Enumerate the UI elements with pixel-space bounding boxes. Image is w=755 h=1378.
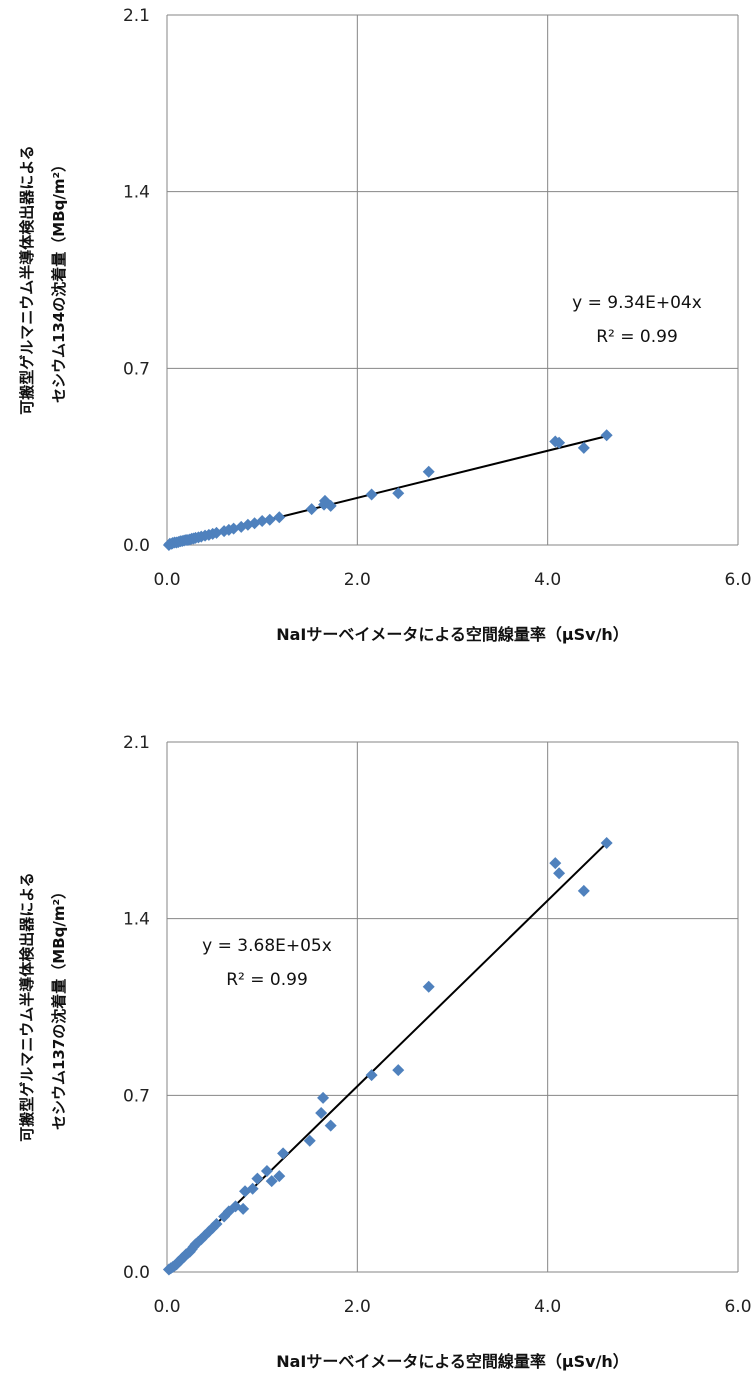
- data-point: [553, 867, 566, 880]
- trendline: [166, 842, 608, 1273]
- data-point: [324, 499, 337, 512]
- x-tick-label: 4.0: [534, 570, 561, 590]
- y-axis-label-line-1: 可搬型ゲルマニウム半導体検出器による: [18, 872, 36, 1142]
- data-point: [246, 1182, 259, 1195]
- data-point: [577, 441, 590, 454]
- data-point: [392, 1064, 405, 1077]
- y-tick-label: 0.7: [123, 359, 150, 379]
- data-point: [265, 1175, 278, 1188]
- data-point: [248, 517, 261, 530]
- data-point: [600, 429, 613, 442]
- data-point: [392, 487, 405, 500]
- x-tick-label: 2.0: [344, 570, 371, 590]
- data-point: [577, 884, 590, 897]
- data-point: [251, 1172, 264, 1185]
- data-point: [273, 1170, 286, 1183]
- trendline-r2: R² = 0.99: [596, 327, 678, 347]
- trendline-equation: y = 9.34E+04x: [572, 293, 702, 313]
- data-point: [260, 1165, 273, 1178]
- y-axis-label-line-2: セシウム137の沈着量（MBq/m²）: [50, 884, 68, 1130]
- x-axis-label: NaIサーベイメータによる空間線量率（μSv/h）: [276, 625, 629, 644]
- data-point: [600, 836, 613, 849]
- y-axis-label-line-2: セシウム134の沈着量（MBq/m²）: [50, 157, 68, 403]
- y-tick-label: 2.1: [123, 733, 150, 753]
- x-tick-label: 0.0: [153, 570, 180, 590]
- data-point: [549, 857, 562, 870]
- chart-1: 0.0 2.0 4.0 6.0 0.0 0.7 1.4 2.1 y = 9.34E+04x R² …: [18, 6, 752, 644]
- data-point: [237, 1202, 250, 1215]
- data-point: [422, 465, 435, 478]
- data-point: [273, 511, 286, 524]
- y-tick-label: 1.4: [123, 910, 150, 930]
- data-point: [263, 513, 276, 526]
- x-tick-label: 2.0: [344, 1297, 371, 1317]
- data-point: [277, 1147, 290, 1160]
- y-tick-label: 2.1: [123, 6, 150, 26]
- data-point: [324, 1119, 337, 1132]
- data-point: [315, 1107, 328, 1119]
- data-point: [365, 1069, 378, 1082]
- data-point: [305, 503, 318, 516]
- data-point: [317, 1091, 330, 1104]
- data-point: [210, 1218, 223, 1231]
- y-tick-label: 0.0: [123, 536, 150, 556]
- data-point: [303, 1134, 316, 1147]
- trendline-r2: R² = 0.99: [226, 970, 308, 990]
- data-point: [256, 515, 269, 528]
- trendline-equation: y = 3.68E+05x: [202, 936, 332, 956]
- x-tick-label: 4.0: [534, 1297, 561, 1317]
- x-tick-label: 6.0: [724, 570, 751, 590]
- y-axis-label-line-1: 可搬型ゲルマニウム半導体検出器による: [18, 145, 36, 415]
- chart-2: 0.0 2.0 4.0 6.0 0.0 0.7 1.4 2.1 y = 3.68E+05x R² …: [18, 733, 752, 1371]
- data-point: [553, 436, 566, 449]
- x-tick-label: 0.0: [153, 1297, 180, 1317]
- y-tick-label: 0.7: [123, 1086, 150, 1106]
- x-tick-label: 6.0: [724, 1297, 751, 1317]
- data-point: [422, 980, 435, 993]
- y-tick-label: 1.4: [123, 183, 150, 203]
- y-tick-label: 0.0: [123, 1263, 150, 1283]
- x-axis-label: NaIサーベイメータによる空間線量率（μSv/h）: [276, 1352, 629, 1371]
- data-point: [365, 488, 378, 501]
